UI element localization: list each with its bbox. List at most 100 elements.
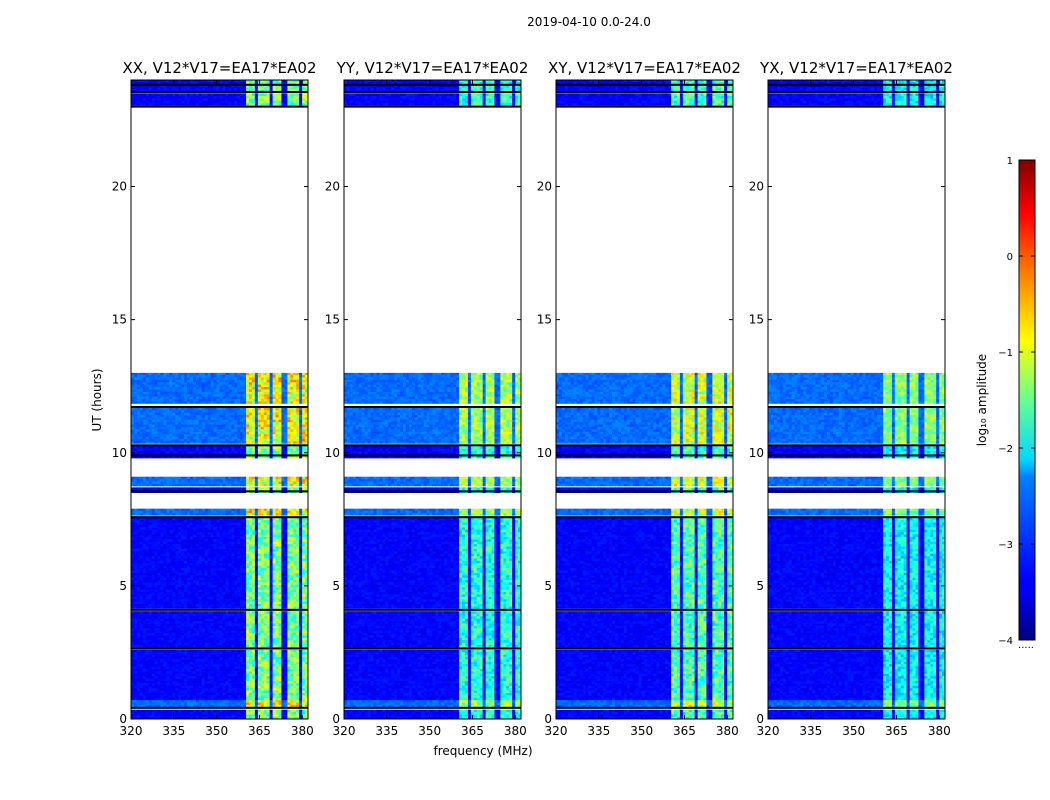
heatmap-cell: [151, 562, 155, 566]
heatmap-cell: [237, 668, 241, 672]
heatmap-cell: [163, 524, 167, 528]
heatmap-cell: [296, 591, 300, 595]
heatmap-cell: [145, 714, 150, 717]
heatmap-cell: [228, 709, 232, 713]
heatmap-cell: [131, 603, 135, 607]
heatmap-cell: [136, 522, 141, 525]
heatmap-cell: [213, 589, 217, 593]
heatmap-cell: [154, 512, 158, 516]
heatmap-cell: [305, 620, 308, 624]
heatmap-cell: [231, 555, 235, 559]
heatmap-cell: [166, 577, 170, 581]
heatmap-cell: [166, 553, 170, 557]
heatmap-cell: [278, 527, 282, 530]
heatmap-cell: [216, 666, 220, 669]
heatmap-cell: [305, 582, 308, 585]
heatmap-cell: [142, 586, 147, 590]
heatmap-cell: [154, 699, 158, 703]
heatmap-cell: [281, 577, 285, 581]
heatmap-cell: [287, 551, 291, 554]
heatmap-cell: [275, 635, 279, 638]
heatmap-cell: [302, 586, 306, 590]
heatmap-cell: [266, 601, 271, 605]
heatmap-cell: [166, 654, 170, 657]
heatmap-cell: [172, 541, 176, 545]
heatmap-cell: [131, 699, 135, 703]
heatmap-cell: [178, 702, 182, 705]
heatmap-cell: [131, 618, 135, 622]
heatmap-cell: [131, 702, 135, 705]
heatmap-cell: [198, 558, 203, 561]
heatmap-cell: [187, 625, 191, 629]
heatmap-cell: [160, 529, 164, 533]
heatmap-cell: [305, 615, 308, 619]
heatmap-cell: [210, 582, 214, 585]
heatmap-cell: [290, 522, 294, 525]
heatmap-cell: [207, 522, 212, 525]
heatmap-cell: [234, 596, 238, 600]
heatmap-cell: [251, 671, 256, 674]
heatmap-cell: [299, 611, 303, 614]
heatmap-cell: [231, 582, 235, 585]
heatmap-cell: [166, 625, 170, 629]
heatmap-cell: [210, 531, 214, 535]
heatmap-cell: [178, 589, 182, 593]
heatmap-cell: [222, 685, 226, 689]
heatmap-cell: [260, 685, 265, 689]
heatmap-cell: [228, 589, 232, 593]
heatmap-cell: [243, 572, 247, 576]
heatmap-cell: [293, 586, 297, 590]
heatmap-cell: [172, 687, 176, 691]
heatmap-cell: [296, 615, 300, 619]
heatmap-cell: [260, 656, 265, 660]
heatmap-cell: [278, 543, 282, 547]
heatmap-cell: [246, 539, 250, 542]
heatmap-cell: [237, 611, 241, 614]
heatmap-cell: [246, 574, 250, 578]
heatmap-cell: [142, 699, 147, 703]
heatmap-cell: [254, 558, 259, 561]
heatmap-cell: [287, 690, 291, 693]
heatmap-cell: [296, 539, 300, 542]
heatmap-cell: [219, 539, 223, 542]
heatmap-cell: [263, 663, 268, 667]
heatmap-cell: [172, 618, 176, 622]
heatmap-cell: [257, 570, 262, 573]
heatmap-cell: [142, 675, 147, 679]
heatmap-cell: [207, 630, 212, 634]
heatmap-cell: [151, 613, 155, 617]
heatmap-cell: [269, 606, 273, 609]
heatmap-cell: [178, 524, 182, 528]
heatmap-cell: [257, 558, 262, 561]
heatmap-cell: [187, 606, 191, 609]
heatmap-cell: [172, 543, 176, 547]
heatmap-cell: [237, 620, 241, 624]
heatmap-cell: [154, 527, 158, 530]
heatmap-cell: [172, 586, 176, 590]
heatmap-cell: [260, 615, 265, 619]
heatmap-cell: [293, 685, 297, 689]
heatmap-cell: [305, 630, 308, 634]
heatmap-cell: [131, 697, 135, 701]
heatmap-cell: [190, 589, 194, 593]
heatmap-cell: [290, 603, 294, 607]
heatmap-cell: [198, 611, 203, 614]
heatmap-cell: [178, 586, 182, 590]
heatmap-cell: [172, 574, 176, 578]
heatmap-cell: [139, 699, 144, 703]
heatmap-cell: [237, 613, 241, 617]
heatmap-cell: [287, 702, 291, 705]
heatmap-cell: [154, 598, 158, 602]
heatmap-cell: [290, 606, 294, 609]
heatmap-cell: [296, 601, 300, 605]
heatmap-cell: [260, 517, 265, 521]
heatmap-cell: [302, 553, 306, 557]
heatmap-cell: [228, 613, 232, 617]
heatmap-cell: [213, 711, 217, 715]
heatmap-cell: [195, 536, 200, 540]
heatmap-cell: [190, 692, 194, 696]
heatmap-cell: [160, 690, 164, 693]
heatmap-cell: [257, 623, 262, 626]
heatmap-cell: [213, 553, 217, 557]
heatmap-cell: [219, 620, 223, 624]
